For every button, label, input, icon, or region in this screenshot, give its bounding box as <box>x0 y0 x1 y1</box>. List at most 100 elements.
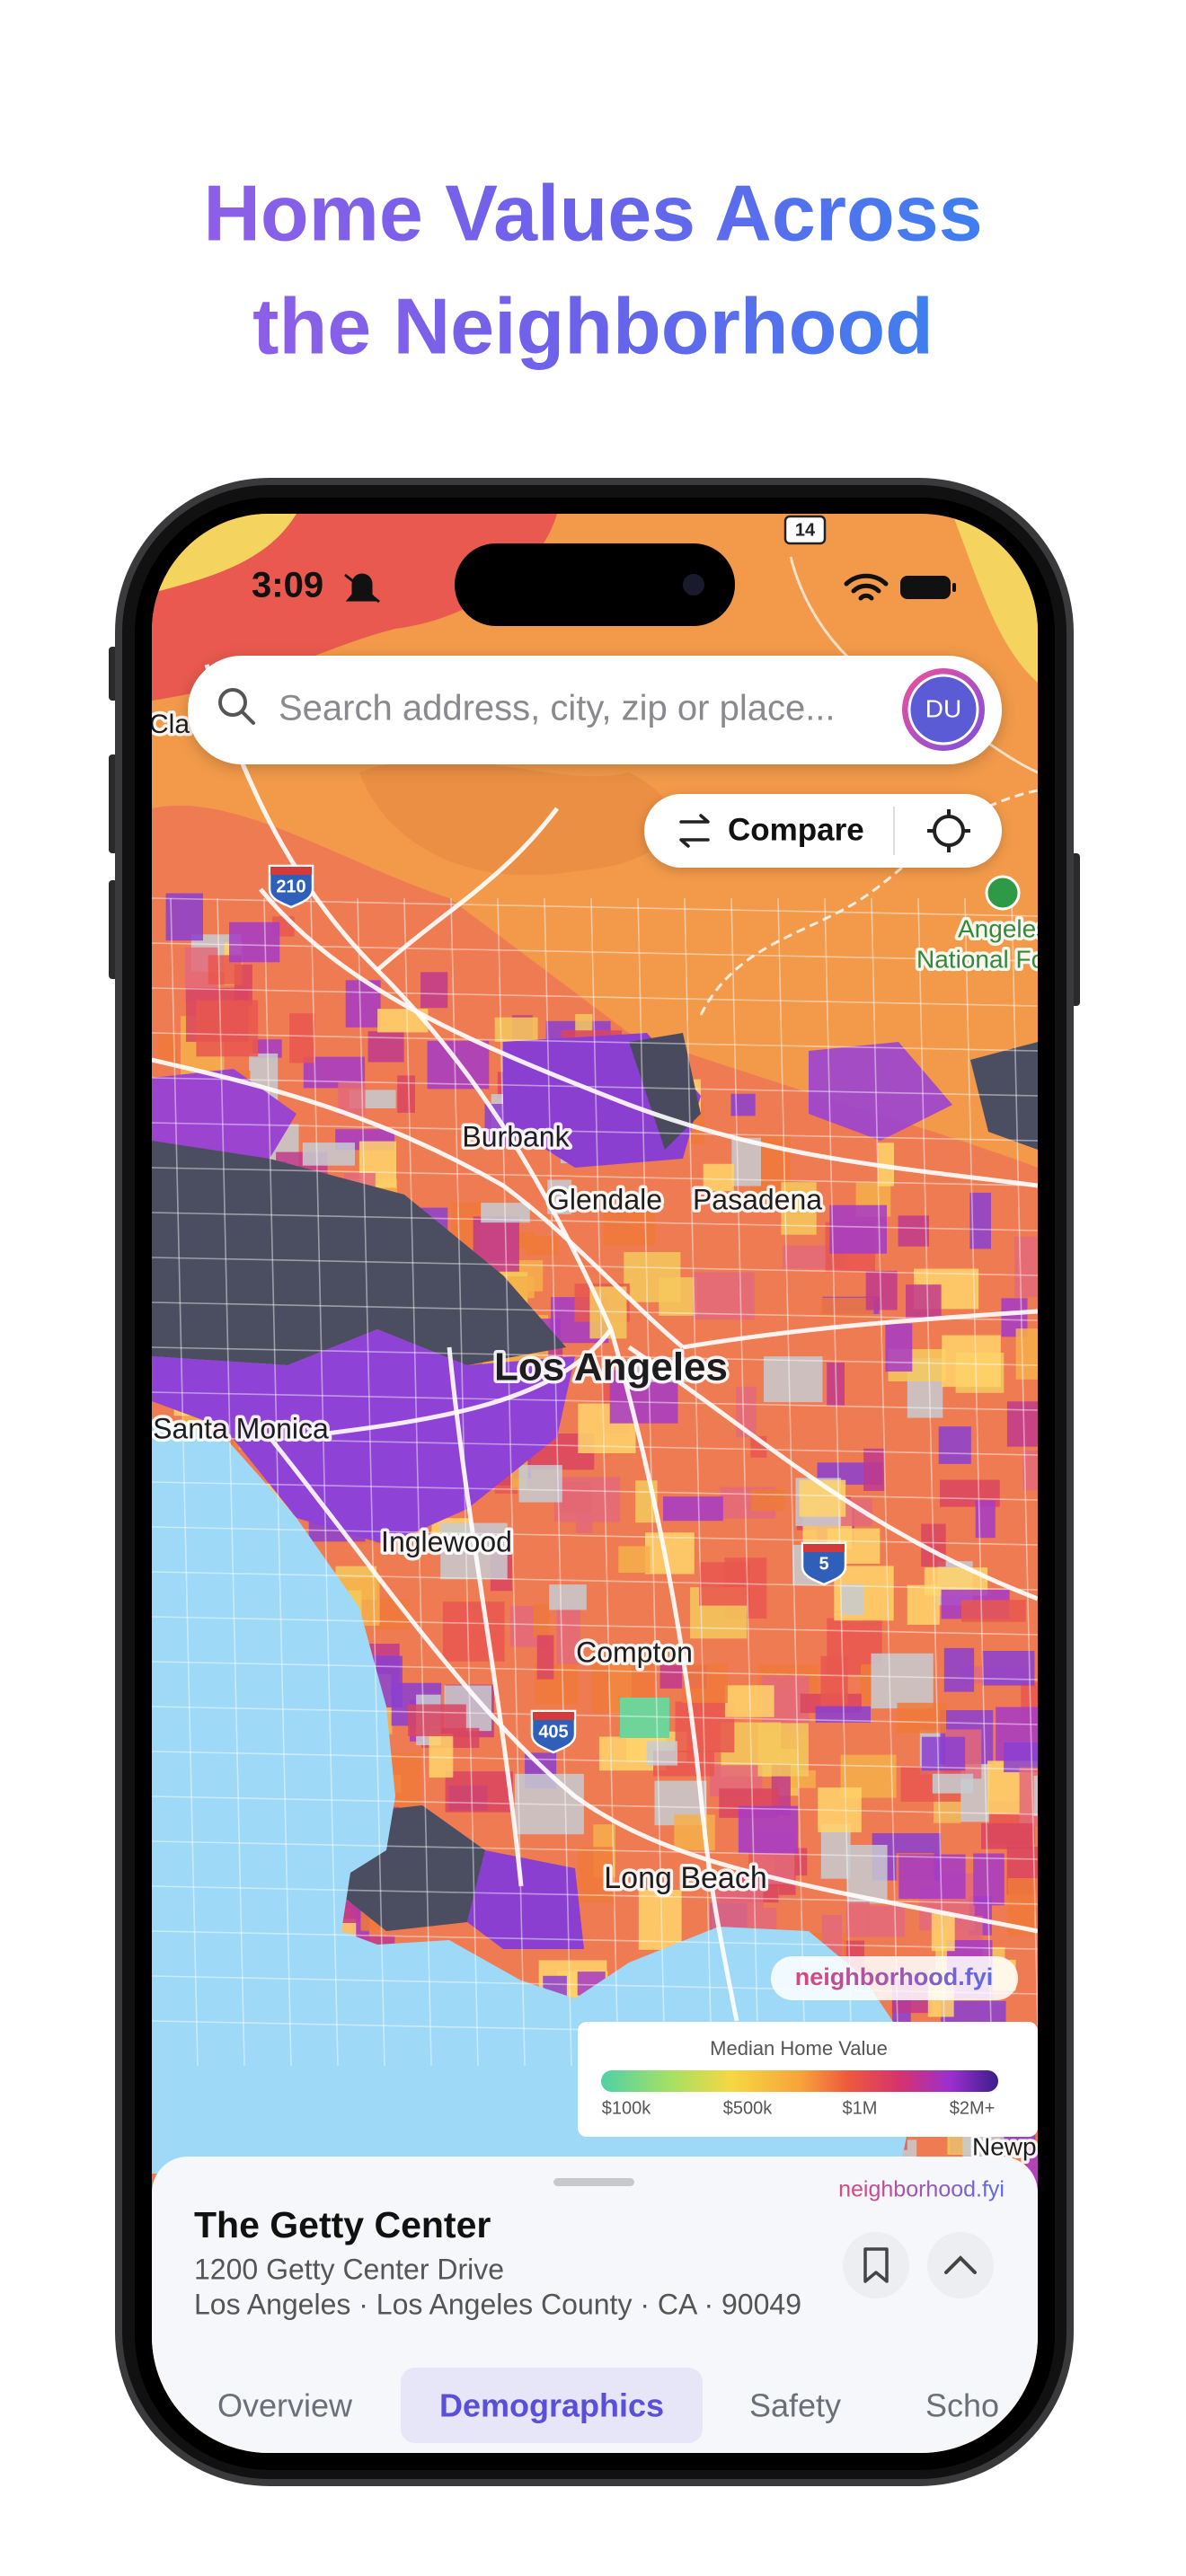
freeway <box>152 1057 685 1349</box>
interstate-shield <box>530 1709 577 1754</box>
map-tile <box>638 1890 682 1950</box>
street <box>152 942 1038 962</box>
chevron-icon <box>944 2255 977 2274</box>
terrain <box>970 1042 1038 1150</box>
map-tile <box>730 1093 756 1116</box>
freeway <box>682 1309 1038 1350</box>
ocean <box>152 1419 916 2174</box>
map-tile <box>494 1017 538 1042</box>
street <box>152 1122 1038 1142</box>
freeway <box>627 1345 1038 1601</box>
map-tile <box>932 1773 974 1794</box>
shield-label: 14 <box>795 520 816 540</box>
map-tile <box>898 1215 929 1247</box>
map-tile <box>165 893 203 941</box>
street <box>152 1032 1038 1052</box>
map-tile <box>757 1723 809 1777</box>
place-label: National Fo <box>916 945 1045 973</box>
street <box>871 897 899 2067</box>
interstate-shield-top <box>803 1544 845 1552</box>
place-label: Newp <box>972 2132 1037 2160</box>
headline: the Neighborhood <box>252 281 934 370</box>
map-tile <box>969 1192 991 1249</box>
street <box>824 897 853 2067</box>
map-tile <box>871 1653 934 1709</box>
legend-label: $1M <box>843 2098 878 2118</box>
map-tile <box>663 1496 723 1522</box>
map-tile <box>367 1031 404 1063</box>
search-bar[interactable] <box>188 656 1002 764</box>
freeway <box>608 1328 739 2022</box>
street <box>152 1526 1038 1546</box>
street <box>684 897 712 2067</box>
map-tile <box>738 1805 799 1854</box>
terrain <box>152 1329 575 1545</box>
street <box>152 1930 1038 1950</box>
street <box>357 897 385 2067</box>
map-tile <box>374 1599 410 1630</box>
street <box>152 1706 1038 1725</box>
map-tile <box>429 1734 454 1778</box>
map-tile <box>938 1426 971 1464</box>
freeway <box>376 807 559 972</box>
street <box>152 1840 1038 1860</box>
map-tile <box>943 1647 975 1692</box>
map-tile <box>975 1500 996 1539</box>
map-tile <box>841 1584 863 1615</box>
map-tile <box>973 1853 1005 1906</box>
map-tile <box>603 1198 655 1246</box>
legend-label: $500k <box>723 2098 773 2118</box>
map-tile <box>536 1635 554 1680</box>
map-tile <box>898 1854 966 1899</box>
map-tile <box>868 1906 905 1937</box>
map-tile <box>845 1901 870 1937</box>
map-tile <box>229 922 280 963</box>
place-label: Angeles <box>958 914 1049 942</box>
map-tile <box>518 1465 562 1503</box>
interstate-shield <box>801 1541 847 1586</box>
map-tile <box>302 1142 355 1166</box>
map-tile <box>549 1584 587 1610</box>
map-tile <box>815 1706 871 1723</box>
street <box>170 897 199 2067</box>
map-tile <box>781 1182 817 1235</box>
map-tile <box>252 1039 282 1058</box>
map-tile <box>157 1033 178 1064</box>
street <box>152 1301 1038 1321</box>
map-tile <box>408 1704 466 1736</box>
map-tile <box>618 1546 651 1573</box>
place-locality: Los Angeles · Los Angeles County · CA · … <box>194 2288 801 2320</box>
street <box>217 897 245 2067</box>
map-tile <box>863 1448 885 1491</box>
tab[interactable]: Demographics <box>439 2387 664 2424</box>
compare-button[interactable]: Compare <box>728 812 864 847</box>
avatar-initials: DU <box>925 694 961 722</box>
shield-label: 405 <box>538 1722 568 1742</box>
map-tile <box>906 1284 942 1320</box>
tab[interactable]: Scho <box>925 2387 999 2424</box>
expand-button[interactable] <box>927 2232 994 2298</box>
tab[interactable]: Overview <box>217 2387 353 2424</box>
street <box>777 897 806 2067</box>
bookmark-button[interactable] <box>843 2232 909 2298</box>
map-tile <box>1022 1451 1038 1491</box>
map-tile <box>693 1272 755 1320</box>
search-icon <box>240 710 255 725</box>
map-tile <box>445 1771 513 1813</box>
terrain <box>620 1698 669 1738</box>
legend-label: $100k <box>602 2098 651 2118</box>
freeway <box>447 1346 524 1887</box>
street <box>152 1751 1038 1770</box>
active-tab-pill <box>401 2368 703 2443</box>
map-tile <box>1014 1236 1038 1298</box>
terrain <box>359 759 672 876</box>
interstate-shield-top <box>270 867 312 875</box>
map-tile <box>907 1584 940 1625</box>
map-tile <box>921 1736 966 1771</box>
place-label: Glendale <box>547 1183 662 1215</box>
tab[interactable]: Safety <box>749 2387 841 2424</box>
map-tile <box>659 1277 697 1316</box>
map-tile <box>442 1601 505 1662</box>
watermark-pill <box>771 1956 1018 2000</box>
